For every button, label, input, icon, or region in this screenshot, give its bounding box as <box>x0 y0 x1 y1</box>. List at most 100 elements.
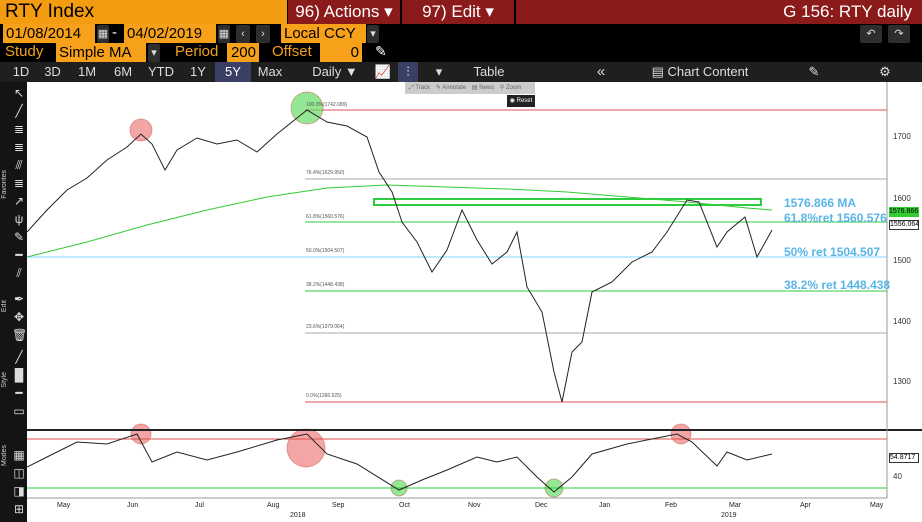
edit-menu[interactable]: 97) Edit ▾ <box>402 0 514 24</box>
range-max[interactable]: Max <box>257 64 283 79</box>
month-label: Sep <box>332 502 345 509</box>
parallel-tool-icon[interactable]: ⫽ <box>16 266 22 280</box>
month-label: Jun <box>127 502 139 509</box>
last-price-tag: 1556.064 <box>889 220 920 230</box>
move-icon[interactable]: ✥ <box>13 310 25 324</box>
calendar-icon[interactable]: ▦ <box>218 25 230 43</box>
ray-tool-icon[interactable]: ↗ <box>13 194 25 208</box>
news-tool[interactable]: ▤ News <box>471 85 495 91</box>
y-tick: 1700 <box>893 132 911 141</box>
fib-tool-icon[interactable]: ≣ <box>13 140 25 154</box>
year-label: 2018 <box>290 512 306 519</box>
box-icon[interactable]: ▭ <box>13 404 25 418</box>
osc-value-tag: 54.8717 <box>889 453 919 463</box>
table-button[interactable]: Table <box>473 64 505 79</box>
redo-icon[interactable]: ↷ <box>888 25 910 43</box>
page-title: G 156: RTY daily <box>516 0 922 24</box>
chevron-down-icon[interactable]: ▾ <box>435 64 443 79</box>
calendar-icon[interactable]: ▦ <box>97 25 109 43</box>
fib-tool-icon[interactable]: ≣ <box>13 122 25 136</box>
month-label: Jan <box>599 502 611 509</box>
end-date-field[interactable]: 04/02/2019 <box>124 24 216 43</box>
pencil-icon[interactable]: ✎ <box>375 43 387 59</box>
reset-icon: ◉ <box>509 98 515 104</box>
undo-icon[interactable]: ↶ <box>860 25 882 43</box>
month-label: Dec <box>535 502 548 509</box>
actions-label: 96) Actions <box>295 2 380 21</box>
line-style-icon[interactable]: ╱ <box>15 350 23 364</box>
period-input[interactable]: 200 <box>227 43 259 62</box>
channel-tool-icon[interactable]: ⫻ <box>15 158 23 172</box>
tool-strip <box>0 82 27 522</box>
fib-label-236: 23.6%(1379.064) <box>306 324 345 330</box>
range-ytd[interactable]: YTD <box>148 64 174 79</box>
month-label: Nov <box>468 502 481 509</box>
gear-icon[interactable]: ⚙ <box>879 64 891 79</box>
offset-input[interactable]: 0 <box>320 43 362 62</box>
price-line <box>27 109 773 403</box>
range-1y[interactable]: 1Y <box>190 64 206 79</box>
fib-label-100: 100.0%(1742.089) <box>306 102 348 108</box>
reset-button[interactable]: ◉ Reset <box>507 95 535 107</box>
ma-line <box>27 184 773 258</box>
hline-tool-icon[interactable]: ━ <box>15 248 23 262</box>
y-tick: 1300 <box>893 377 911 386</box>
ma-annotation: 1576.866 MA <box>784 196 857 210</box>
mode-icon[interactable]: ◨ <box>13 484 25 498</box>
offset-label: Offset <box>272 43 312 60</box>
ticker-field[interactable]: RTY Index <box>0 0 287 24</box>
line-weight-icon[interactable]: ━ <box>15 386 23 400</box>
style-tab[interactable]: Style <box>1 372 8 388</box>
actions-menu[interactable]: 96) Actions ▾ <box>288 0 400 24</box>
delete-icon[interactable]: 🗑 <box>12 328 28 342</box>
zoom-tool[interactable]: ⚲ Zoom <box>499 85 522 91</box>
study-label: Study <box>5 43 44 60</box>
bar-chart-icon[interactable]: ⫶ <box>398 62 418 82</box>
edit-tab[interactable]: Edit <box>1 300 8 313</box>
ret382-annotation: 38.2% ret 1448.438 <box>784 278 891 292</box>
fib-label-764: 76.4%(1629.950) <box>306 170 345 176</box>
fib-tool-icon[interactable]: ≣ <box>13 176 25 190</box>
range-6m[interactable]: 6M <box>113 64 133 79</box>
edit-chart-icon[interactable]: ✎ <box>808 64 820 79</box>
mode-icon[interactable]: ◫ <box>13 466 25 480</box>
chart-icon: ▤ <box>651 64 664 79</box>
highlight-marker <box>129 118 153 142</box>
chart-content-label: Chart Content <box>667 64 749 79</box>
chevron-down-icon[interactable]: ▾ <box>148 44 160 62</box>
pencil-icon[interactable]: ✎ <box>13 230 25 244</box>
month-label: Apr <box>800 502 811 509</box>
collapse-icon[interactable]: « <box>596 63 606 80</box>
track-tool[interactable]: ⤢ Track <box>409 85 431 91</box>
chevron-down-icon[interactable]: ▾ <box>367 25 379 43</box>
prev-period-button[interactable]: ‹ <box>236 25 250 43</box>
chart-area[interactable]: ⤢ Track ✎ Annotate ▤ News ⚲ Zoom ◉ Reset… <box>27 82 922 522</box>
period-label: Period <box>175 43 219 60</box>
annotate-tool[interactable]: ✎ Annotate <box>435 85 467 91</box>
mode-icon[interactable]: ▦ <box>13 448 25 462</box>
study-select[interactable]: Simple MA <box>56 43 146 62</box>
favorites-tab[interactable]: Favorites <box>1 170 8 199</box>
ret50-annotation: 50% ret 1504.507 <box>784 245 881 259</box>
fib-label-382: 38.2%(1448.438) <box>306 282 345 288</box>
cursor-icon[interactable]: ↖ <box>13 86 25 100</box>
osc-tick: 40 <box>893 472 902 481</box>
range-5y[interactable]: 5Y <box>215 62 251 82</box>
range-1m[interactable]: 1M <box>77 64 97 79</box>
modes-tab[interactable]: Modes <box>1 445 8 467</box>
pitchfork-icon[interactable]: ψ <box>14 212 24 226</box>
mode-icon[interactable]: ⊞ <box>13 502 25 516</box>
chevron-down-icon: ▾ <box>384 2 393 21</box>
next-period-button[interactable]: › <box>256 25 270 43</box>
start-date-field[interactable]: 01/08/2014 <box>3 24 95 43</box>
chart-content-button[interactable]: ▤ Chart Content <box>640 62 760 82</box>
line-chart-icon[interactable]: 📈 <box>374 64 392 79</box>
fill-icon[interactable]: █ <box>14 368 24 382</box>
line-tool-icon[interactable]: ╱ <box>15 104 23 118</box>
pen-icon[interactable]: ✒ <box>13 292 25 306</box>
range-3d[interactable]: 3D <box>44 64 61 79</box>
range-1d[interactable]: 1D <box>12 64 30 79</box>
currency-field[interactable]: Local CCY <box>281 24 366 43</box>
frequency-select[interactable]: Daily ▼ <box>312 64 358 79</box>
y-tick: 1500 <box>893 256 911 265</box>
